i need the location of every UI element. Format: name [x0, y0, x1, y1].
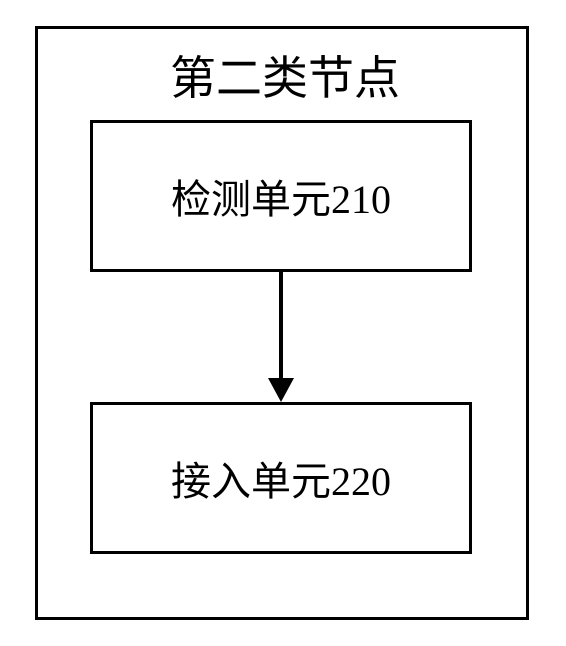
node-label-2: 接入单元220 [171, 449, 391, 507]
node-box-1: 检测单元210 [90, 120, 472, 272]
diagram-title: 第二类节点 [140, 42, 430, 108]
node-label-1: 检测单元210 [171, 167, 391, 225]
arrow-line [279, 272, 283, 380]
node-box-2: 接入单元220 [90, 402, 472, 554]
arrow-head-icon [268, 378, 294, 405]
